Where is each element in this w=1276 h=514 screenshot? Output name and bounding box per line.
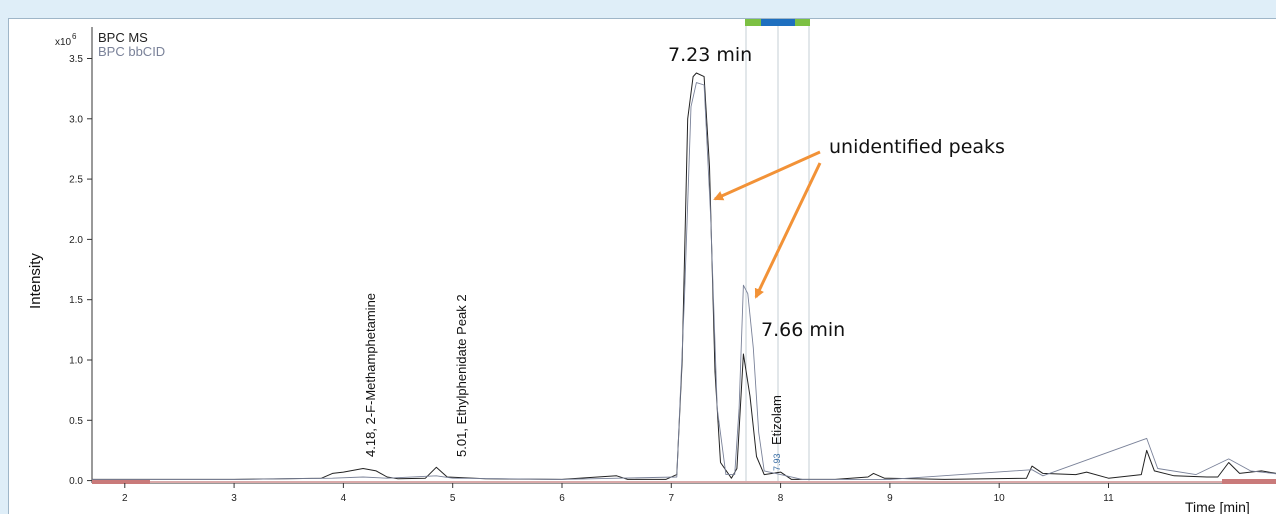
y-tick-label-1.5: 1.5 xyxy=(69,295,83,306)
baseline-band-mid xyxy=(150,481,1222,483)
series-line-bpc-bbcid xyxy=(92,82,1276,480)
y-tick-label-0.0: 0.0 xyxy=(69,476,83,487)
x-tick-label-10: 10 xyxy=(994,493,1006,504)
x-tick-label-5: 5 xyxy=(450,493,456,504)
x-tick-label-2: 2 xyxy=(122,493,128,504)
y-tick-label-0.5: 0.5 xyxy=(69,416,83,427)
chromatogram-chart: 2 3 4 5 6 7 8 9 10 11 0.0 0.5 1.0 1.5 2.0 2.5 3.0 3.5 x10… xyxy=(27,19,1276,514)
x-tick-label-9: 9 xyxy=(887,493,893,504)
series-group xyxy=(92,72,1276,480)
x-tick-label-7: 7 xyxy=(669,493,675,504)
y-axis-title: Intensity xyxy=(27,253,44,309)
ticks-group: 2 3 4 5 6 7 8 9 10 11 0.0 0.5 1.0 1.5 2.0 2.5 3.0 3.5 xyxy=(69,54,1114,504)
arrow-to-peak-723 xyxy=(713,150,821,201)
series-line-bpc-ms xyxy=(92,72,1276,480)
x-axis-title: Time [min] xyxy=(1185,499,1250,514)
y-multiplier: x10 xyxy=(55,37,72,48)
x-tick-label-11: 11 xyxy=(1103,493,1114,504)
baseline-band-left xyxy=(92,479,150,484)
y-tick-label-2.5: 2.5 xyxy=(69,175,83,186)
y-tick-label-3.5: 3.5 xyxy=(69,54,83,65)
peak-label-etizolam: Etizolam xyxy=(769,395,784,445)
baseline-band-right xyxy=(1222,479,1276,484)
legend-bpc-ms: BPC MS xyxy=(98,30,148,45)
annotation-unidentified: unidentified peaks xyxy=(829,136,1005,158)
peak-label-793: 7.93 xyxy=(772,453,782,471)
y-tick-label-2.0: 2.0 xyxy=(69,235,83,246)
peak-label-ethylphenidate: 5.01, Ethylphenidate Peak 2 xyxy=(454,294,469,457)
y-multiplier-exp: 6 xyxy=(72,32,77,41)
legend-bpc-bbcid: BPC bbCID xyxy=(98,44,165,59)
range-marker-blue[interactable] xyxy=(761,19,795,26)
arrow-to-peak-766 xyxy=(754,162,822,299)
x-tick-label-3: 3 xyxy=(231,493,237,504)
annotation-peak-723: 7.23 min xyxy=(668,44,752,66)
y-tick-label-1.0: 1.0 xyxy=(69,355,83,366)
x-tick-label-6: 6 xyxy=(559,493,565,504)
x-tick-label-8: 8 xyxy=(778,493,784,504)
y-tick-label-3.0: 3.0 xyxy=(69,114,83,125)
peak-label-2f-methamphetamine: 4.18, 2-F-Methamphetamine xyxy=(363,293,378,457)
chart-frame: 2 3 4 5 6 7 8 9 10 11 0.0 0.5 1.0 1.5 2.0 2.5 3.0 3.5 x10… xyxy=(8,18,1276,514)
x-tick-label-4: 4 xyxy=(341,493,347,504)
annotation-peak-766: 7.66 min xyxy=(761,319,845,341)
